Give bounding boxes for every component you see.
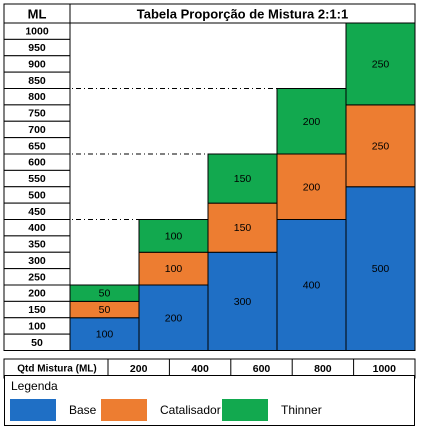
chart-title: Tabela Proporção de Mistura 2:1:1	[137, 7, 348, 22]
data-label: 250	[372, 58, 390, 70]
data-label: 200	[303, 116, 321, 128]
bar-catalisador-800	[276, 153, 347, 220]
data-label: 500	[372, 263, 390, 275]
legend-label-thinner: Thinner	[281, 403, 322, 417]
data-label: 300	[234, 296, 252, 308]
y-tick-label: 700	[28, 124, 46, 136]
legend-label-base: Base	[69, 403, 97, 417]
data-label: 100	[96, 329, 114, 341]
x-tick-label: 200	[130, 363, 148, 375]
bar-base-800	[276, 219, 347, 351]
y-tick-label: 850	[28, 75, 46, 87]
bar-catalisador-600	[207, 202, 278, 253]
legend-title: Legenda	[11, 379, 58, 393]
data-label: 100	[165, 230, 183, 242]
x-tick-label: 800	[314, 363, 332, 375]
legend-item-catalisador: Catalisador	[101, 397, 221, 423]
data-label: 150	[234, 222, 252, 234]
bar-catalisador-1000	[345, 104, 416, 188]
y-axis-label: ML	[28, 7, 47, 22]
data-label: 150	[234, 173, 252, 185]
y-tick-label: 300	[28, 255, 46, 267]
y-tick-label: 650	[28, 140, 46, 152]
bar-catalisador-400	[138, 251, 209, 286]
y-tick-label: 750	[28, 108, 46, 120]
legend-label-catalisador: Catalisador	[160, 403, 221, 417]
legend-swatch-catalisador	[101, 399, 147, 421]
y-tick-label: 450	[28, 206, 46, 218]
data-label: 50	[99, 304, 111, 316]
x-axis-label: Qtd Mistura (ML)	[17, 364, 96, 375]
bar-thinner-800	[276, 88, 347, 155]
legend: Legenda Base Catalisador Thinner	[4, 375, 415, 426]
data-label: 50	[99, 288, 111, 300]
data-label: 200	[165, 312, 183, 324]
y-tick-label: 1000	[25, 26, 49, 38]
y-tick-label: 550	[28, 173, 46, 185]
x-tick-label: 1000	[373, 363, 397, 375]
legend-item-base: Base	[10, 397, 96, 423]
y-tick-label: 900	[28, 58, 46, 70]
x-tick-label: 400	[191, 363, 209, 375]
bar-base-600	[207, 251, 278, 351]
y-tick-label: 100	[28, 320, 46, 332]
y-tick-label: 50	[31, 337, 43, 349]
x-tick-label: 600	[253, 363, 271, 375]
y-tick-label: 350	[28, 239, 46, 251]
legend-item-thinner: Thinner	[222, 397, 322, 423]
bar-base-400	[138, 284, 209, 351]
y-tick-label: 250	[28, 271, 46, 283]
y-tick-label: 600	[28, 157, 46, 169]
data-label: 250	[372, 140, 390, 152]
data-label: 200	[303, 181, 321, 193]
legend-swatch-base	[10, 399, 56, 421]
y-tick-label: 800	[28, 91, 46, 103]
data-label: 400	[303, 280, 321, 292]
bar-thinner-1000	[345, 22, 416, 106]
y-tick-label: 950	[28, 42, 46, 54]
y-tick-label: 200	[28, 288, 46, 300]
bar-base-1000	[345, 186, 416, 351]
bar-thinner-400	[138, 219, 209, 253]
y-tick-label: 500	[28, 189, 46, 201]
legend-swatch-thinner	[222, 399, 268, 421]
data-label: 100	[165, 263, 183, 275]
y-tick-label: 400	[28, 222, 46, 234]
y-tick-label: 150	[28, 304, 46, 316]
